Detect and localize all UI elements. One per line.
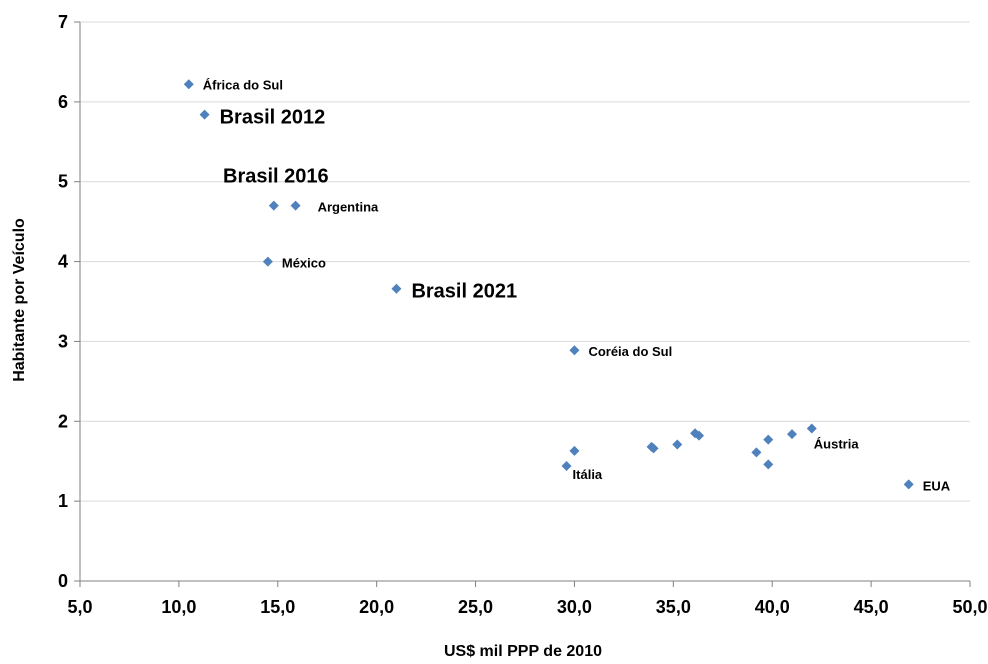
data-point [903, 479, 914, 490]
data-point [290, 200, 301, 211]
y-tick-label: 3 [58, 331, 68, 351]
data-points [183, 79, 914, 490]
data-point [391, 283, 402, 294]
data-point [569, 445, 580, 456]
point-label: Coréia do Sul [588, 344, 672, 359]
x-tick-label: 20,0 [359, 597, 394, 617]
x-tick-label: 50,0 [952, 597, 987, 617]
data-point [183, 79, 194, 90]
point-labels: África do Sul Brasil 2012 Brasil 2016 Argen… [203, 77, 951, 493]
x-axis-title: US$ mil PPP de 2010 [444, 643, 602, 660]
y-tick-label: 0 [58, 571, 68, 591]
tick-labels: 0 1 2 3 4 5 6 7 5,0 10,0 15,0 20,0 25,0 30,0 35,0 40,0 4… [58, 12, 988, 617]
y-tick-label: 7 [58, 12, 68, 32]
x-tick-label: 25,0 [458, 597, 493, 617]
data-point [672, 439, 683, 450]
x-tick-label: 35,0 [656, 597, 691, 617]
data-point [199, 109, 210, 120]
data-point [694, 430, 705, 441]
point-label: Brasil 2021 [411, 281, 517, 303]
y-axis-title: Habitante por Veículo [11, 218, 28, 382]
data-point [262, 256, 273, 267]
x-tick-label: 10,0 [161, 597, 196, 617]
data-point [806, 423, 817, 434]
x-tick-label: 40,0 [755, 597, 790, 617]
point-label: Brasil 2016 [223, 166, 329, 188]
y-tick-label: 1 [58, 491, 68, 511]
point-label: EUA [923, 478, 951, 493]
data-point [561, 461, 572, 472]
point-label: México [282, 256, 326, 271]
point-label: Itália [573, 467, 603, 482]
y-tick-label: 4 [58, 252, 68, 272]
y-tick-label: 6 [58, 92, 68, 112]
y-tick-label: 2 [58, 411, 68, 431]
axes [74, 21, 971, 587]
point-label: África do Sul [203, 77, 283, 92]
point-label: Argentina [318, 200, 379, 215]
data-point [763, 434, 774, 445]
point-label: Brasil 2012 [220, 107, 326, 129]
gridlines [80, 21, 970, 502]
data-point [763, 459, 774, 470]
data-point [751, 447, 762, 458]
data-point [648, 443, 659, 454]
x-tick-label: 15,0 [260, 597, 295, 617]
data-point [787, 429, 797, 440]
x-tick-label: 5,0 [67, 597, 92, 617]
y-tick-label: 5 [58, 172, 68, 192]
x-tick-label: 30,0 [557, 597, 592, 617]
data-point [268, 200, 279, 211]
x-tick-label: 45,0 [854, 597, 889, 617]
data-point [569, 345, 580, 356]
point-label: Áustria [814, 436, 860, 451]
